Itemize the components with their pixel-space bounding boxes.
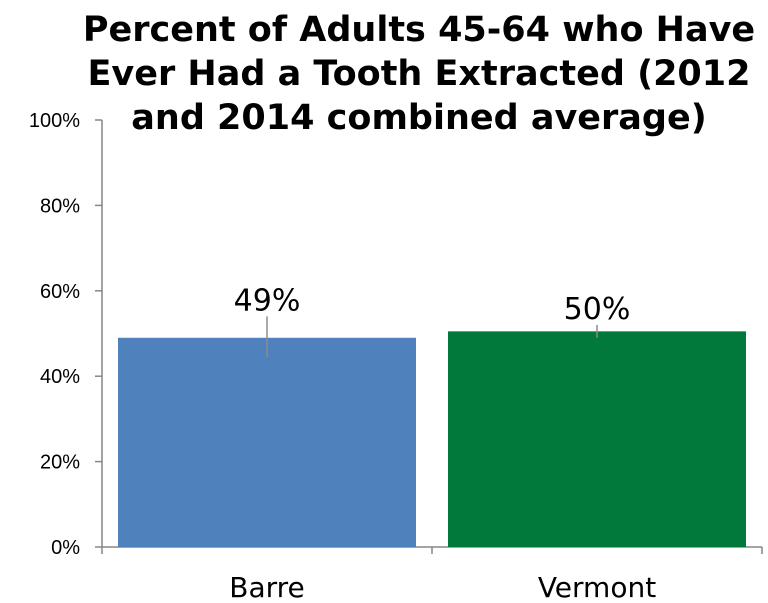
- y-tick-label: 80%: [40, 195, 80, 217]
- y-tick-label: 40%: [40, 366, 80, 388]
- data-label-barre: 49%: [234, 283, 301, 318]
- y-tick-label: 100%: [29, 110, 80, 132]
- bar-barre: [118, 337, 416, 547]
- x-tick-label: Barre: [229, 571, 305, 603]
- chart-title: Percent of Adults 45-64 who Have Ever Ha…: [82, 10, 756, 138]
- bar-vermont: [448, 331, 746, 547]
- y-tick-label: 20%: [40, 452, 80, 474]
- data-label-vermont: 50%: [564, 292, 631, 327]
- y-tick-label: 0%: [51, 537, 80, 559]
- y-tick-label: 60%: [40, 281, 80, 303]
- x-tick-label: Vermont: [538, 571, 656, 603]
